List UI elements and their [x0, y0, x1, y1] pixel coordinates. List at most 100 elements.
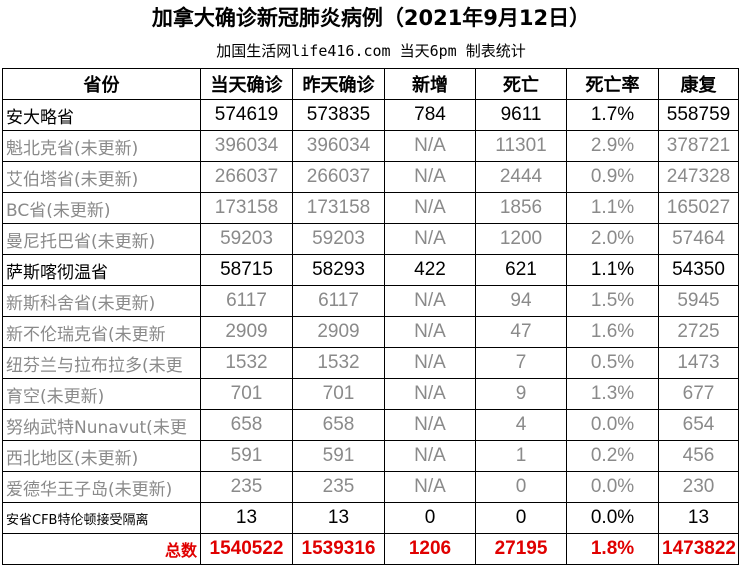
- cell: 1.5%: [566, 285, 659, 317]
- row: 安大略省 574619 573835 784 9611 1.7% 558759: [2, 99, 739, 131]
- cell: 0.2%: [566, 440, 659, 472]
- cell: 1.3%: [566, 378, 659, 410]
- province: 安大略省: [2, 99, 201, 131]
- cell: 235: [292, 471, 385, 503]
- cell: 59203: [292, 223, 385, 255]
- cell: 27195: [475, 533, 567, 565]
- row: 努纳武特Nunavut(未更 658 658 N/A 4 0.0% 654: [2, 409, 739, 441]
- cell: 173158: [200, 192, 293, 224]
- cell: 266037: [200, 161, 293, 193]
- row: 纽芬兰与拉布拉多(未更 1532 1532 N/A 7 0.5% 1473: [2, 347, 739, 379]
- row: 魁北克省(未更新) 396034 396034 N/A 11301 2.9% 378721: [2, 130, 739, 162]
- cell: 456: [658, 440, 739, 472]
- cell: 591: [292, 440, 385, 472]
- cell: N/A: [384, 471, 476, 503]
- column-header: 昨天确诊: [292, 68, 385, 100]
- cell: 574619: [200, 99, 293, 131]
- cell: N/A: [384, 378, 476, 410]
- row: 育空(未更新) 701 701 N/A 9 1.3% 677: [2, 378, 739, 410]
- cell: 0.9%: [566, 161, 659, 193]
- cell: 13: [292, 502, 385, 534]
- cell: 0.0%: [566, 409, 659, 441]
- column-header: 新增: [384, 68, 476, 100]
- cell: 2909: [292, 316, 385, 348]
- cell: 9: [475, 378, 567, 410]
- cell: 591: [200, 440, 293, 472]
- cell: 1532: [200, 347, 293, 379]
- cell: 13: [658, 502, 739, 534]
- row: 爱德华王子岛(未更新) 235 235 N/A 0 0.0% 230: [2, 471, 739, 503]
- cell: 13: [200, 502, 293, 534]
- cell: 422: [384, 254, 476, 286]
- cell: 0: [475, 471, 567, 503]
- cell: 0.0%: [566, 502, 659, 534]
- cell: 2725: [658, 316, 739, 348]
- province: 纽芬兰与拉布拉多(未更: [2, 347, 201, 379]
- cell: 59203: [200, 223, 293, 255]
- row: 新斯科舍省(未更新) 6117 6117 N/A 94 1.5% 5945: [2, 285, 739, 317]
- province: 安省CFB特伦顿接受隔离: [2, 502, 201, 534]
- cell: 2444: [475, 161, 567, 193]
- cell: 658: [292, 409, 385, 441]
- province: 西北地区(未更新): [2, 440, 201, 472]
- cell: 58715: [200, 254, 293, 286]
- cell: 94: [475, 285, 567, 317]
- cell: N/A: [384, 316, 476, 348]
- cell: 0.0%: [566, 471, 659, 503]
- cell: 1856: [475, 192, 567, 224]
- cell: 1.6%: [566, 316, 659, 348]
- total-row: 总数 1540522 1539316 1206 27195 1.8% 1473822: [2, 533, 739, 565]
- cell: 2.0%: [566, 223, 659, 255]
- column-header: 康复: [658, 68, 739, 100]
- province: 曼尼托巴省(未更新): [2, 223, 201, 255]
- cell: N/A: [384, 161, 476, 193]
- province: 艾伯塔省(未更新): [2, 161, 201, 193]
- cell: 654: [658, 409, 739, 441]
- cell: 0: [475, 502, 567, 534]
- row: 西北地区(未更新) 591 591 N/A 1 0.2% 456: [2, 440, 739, 472]
- cell: 784: [384, 99, 476, 131]
- cell: N/A: [384, 409, 476, 441]
- cell: N/A: [384, 223, 476, 255]
- cell: 1200: [475, 223, 567, 255]
- cell: 1473822: [658, 533, 739, 565]
- province: BC省(未更新): [2, 192, 201, 224]
- cell: 58293: [292, 254, 385, 286]
- cell: 701: [292, 378, 385, 410]
- subtitle: 加国生活网life416.com 当天6pm 制表统计: [216, 42, 526, 60]
- header-row: 省份 当天确诊 昨天确诊 新增 死亡 死亡率 康复: [2, 68, 739, 100]
- cell: 247328: [658, 161, 739, 193]
- cell: 47: [475, 316, 567, 348]
- cell: N/A: [384, 130, 476, 162]
- cell: 266037: [292, 161, 385, 193]
- cell: N/A: [384, 285, 476, 317]
- cell: 11301: [475, 130, 567, 162]
- row: 新不伦瑞克省(未更新 2909 2909 N/A 47 1.6% 2725: [2, 316, 739, 348]
- total-label: 总数: [2, 533, 201, 565]
- cell: N/A: [384, 192, 476, 224]
- cell: 1473: [658, 347, 739, 379]
- cell: 5945: [658, 285, 739, 317]
- cell: 1.8%: [566, 533, 659, 565]
- province: 育空(未更新): [2, 378, 201, 410]
- cell: 396034: [200, 130, 293, 162]
- province: 爱德华王子岛(未更新): [2, 471, 201, 503]
- cell: 701: [200, 378, 293, 410]
- cell: 6117: [200, 285, 293, 317]
- cell: 621: [475, 254, 567, 286]
- column-header: 省份: [2, 68, 201, 100]
- cell: 1.1%: [566, 192, 659, 224]
- cell: 2909: [200, 316, 293, 348]
- cell: 57464: [658, 223, 739, 255]
- row: 艾伯塔省(未更新) 266037 266037 N/A 2444 0.9% 247328: [2, 161, 739, 193]
- column-header: 死亡率: [566, 68, 659, 100]
- cell: 4: [475, 409, 567, 441]
- cell: 165027: [658, 192, 739, 224]
- cell: 9611: [475, 99, 567, 131]
- cell: 677: [658, 378, 739, 410]
- column-header: 当天确诊: [200, 68, 293, 100]
- row: 安省CFB特伦顿接受隔离 13 13 0 0 0.0% 13: [2, 502, 739, 534]
- cell: 573835: [292, 99, 385, 131]
- cell: 173158: [292, 192, 385, 224]
